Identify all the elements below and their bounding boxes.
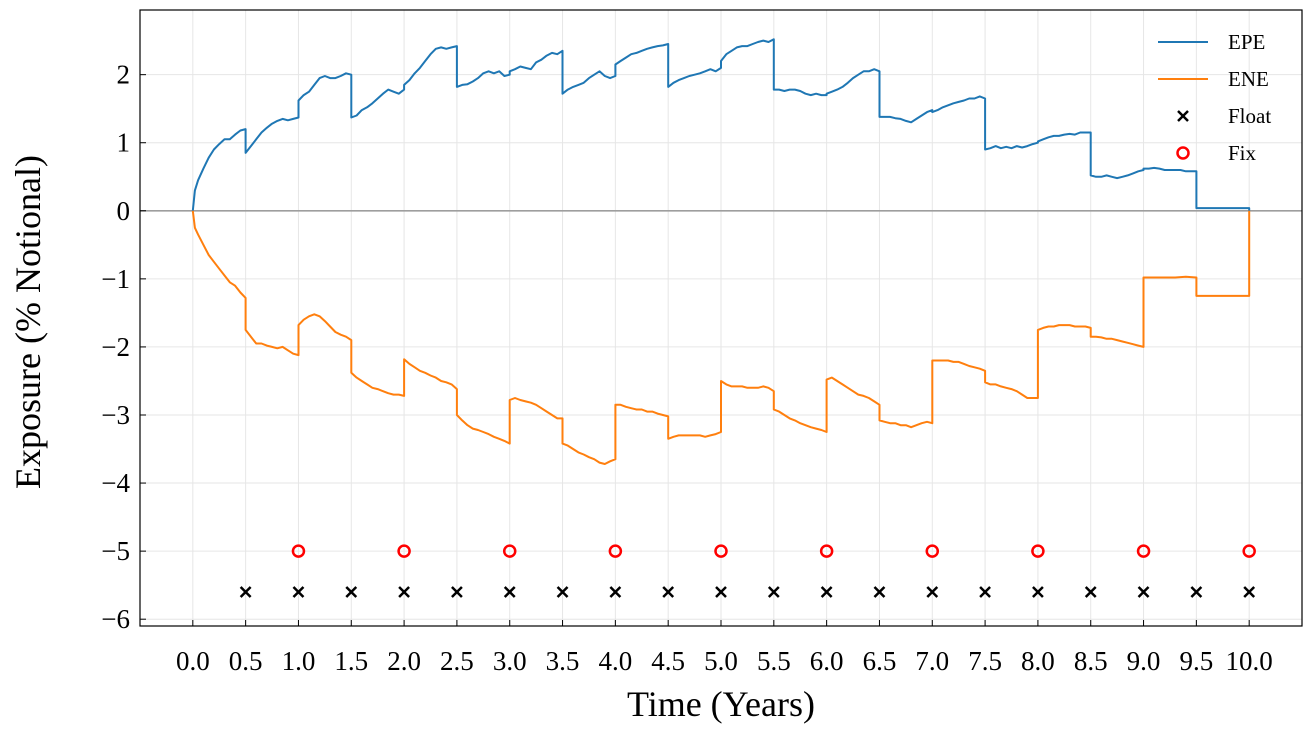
- x-tick-label: 8.0: [1021, 646, 1055, 676]
- legend-label: Float: [1228, 104, 1271, 128]
- y-tick-label: 2: [117, 60, 131, 90]
- float-marker: [609, 586, 622, 598]
- legend-item-fix: Fix: [1176, 141, 1257, 165]
- y-tick-label: −1: [101, 264, 130, 294]
- float-marker: [979, 586, 991, 598]
- fix-marker: [1136, 544, 1151, 558]
- series-layer: [191, 38, 1256, 598]
- x-tick-label: 8.5: [1074, 646, 1108, 676]
- x-tick-label: 9.5: [1179, 646, 1213, 676]
- legend-item-epe: EPE: [1158, 30, 1265, 54]
- x-tick-label: 4.5: [651, 646, 685, 676]
- x-tick-label: 7.0: [915, 646, 949, 676]
- float-marker: [1032, 586, 1044, 598]
- x-tick-label: 3.5: [546, 646, 580, 676]
- float-marker: [820, 586, 833, 598]
- y-tick-label: −6: [101, 604, 130, 634]
- grid-lines: [140, 10, 1302, 626]
- fix-marker: [714, 544, 728, 558]
- float-marker: [767, 586, 780, 598]
- y-tick-label: 0: [117, 196, 131, 226]
- y-tick-label: −4: [101, 468, 130, 498]
- x-axis-title: Time (Years): [627, 684, 815, 724]
- legend-label: EPE: [1228, 30, 1265, 54]
- fix-marker: [1242, 544, 1256, 558]
- y-tick-label: −2: [101, 332, 130, 362]
- fix-marker: [1031, 544, 1045, 558]
- x-tick-label: 3.0: [493, 646, 527, 676]
- float-marker: [239, 586, 252, 598]
- float-marker: [1243, 586, 1256, 598]
- y-tick-label: 1: [117, 128, 131, 158]
- float-marker: [292, 586, 305, 598]
- x-tick-label: 0.0: [176, 646, 210, 676]
- float-marker: [1137, 586, 1150, 598]
- x-tick-label: 9.0: [1127, 646, 1161, 676]
- float-marker: [503, 586, 516, 598]
- x-tick-label: 1.5: [334, 646, 368, 676]
- float-marker: [451, 586, 463, 598]
- x-tick-label: 6.5: [863, 646, 897, 676]
- x-tick-label: 6.0: [810, 646, 844, 676]
- fix-marker: [608, 544, 623, 558]
- legend: EPE ENE Float Fix: [1158, 30, 1271, 165]
- x-tick-label: 5.0: [704, 646, 738, 676]
- fix-marker: [291, 544, 306, 558]
- float-marker: [1084, 586, 1097, 598]
- x-tick-label: 10.0: [1226, 646, 1273, 676]
- x-tick-label: 1.0: [282, 646, 316, 676]
- x-tick-label: 7.5: [968, 646, 1002, 676]
- float-marker: [926, 586, 939, 598]
- legend-label: Fix: [1228, 141, 1257, 165]
- x-tick-label: 2.0: [387, 646, 421, 676]
- float-marker: [873, 586, 886, 598]
- legend-swatch: [1176, 146, 1190, 160]
- legend-label: ENE: [1228, 67, 1269, 91]
- y-tick-label: −3: [101, 400, 130, 430]
- float-marker: [662, 586, 675, 598]
- series-line-epe: [191, 38, 1251, 211]
- legend-swatch: [1177, 110, 1189, 122]
- x-tick-label: 2.5: [440, 646, 474, 676]
- float-marker: [398, 586, 410, 598]
- x-tick-label: 5.5: [757, 646, 791, 676]
- y-axis-title: Exposure (% Notional): [8, 155, 48, 489]
- x-tick-label: 4.0: [598, 646, 632, 676]
- y-tick-label: −5: [101, 536, 130, 566]
- float-marker: [556, 586, 569, 598]
- fix-marker: [819, 544, 834, 558]
- float-marker: [1190, 586, 1203, 598]
- x-tick-label: 0.5: [229, 646, 263, 676]
- fix-marker: [502, 544, 517, 558]
- axis-ticks: 0.0 0.5 1.0 1.5 2.0 2.5 3.0 3.5 4.0 4.5 5.0 5.5 6.0 6…: [101, 60, 1273, 676]
- legend-item-ene: ENE: [1158, 67, 1269, 91]
- legend-item-float: Float: [1177, 104, 1271, 128]
- fix-marker: [925, 544, 940, 558]
- float-marker: [345, 586, 358, 598]
- fix-marker: [397, 544, 411, 558]
- float-marker: [715, 586, 727, 598]
- series-line-ene: [191, 210, 1251, 465]
